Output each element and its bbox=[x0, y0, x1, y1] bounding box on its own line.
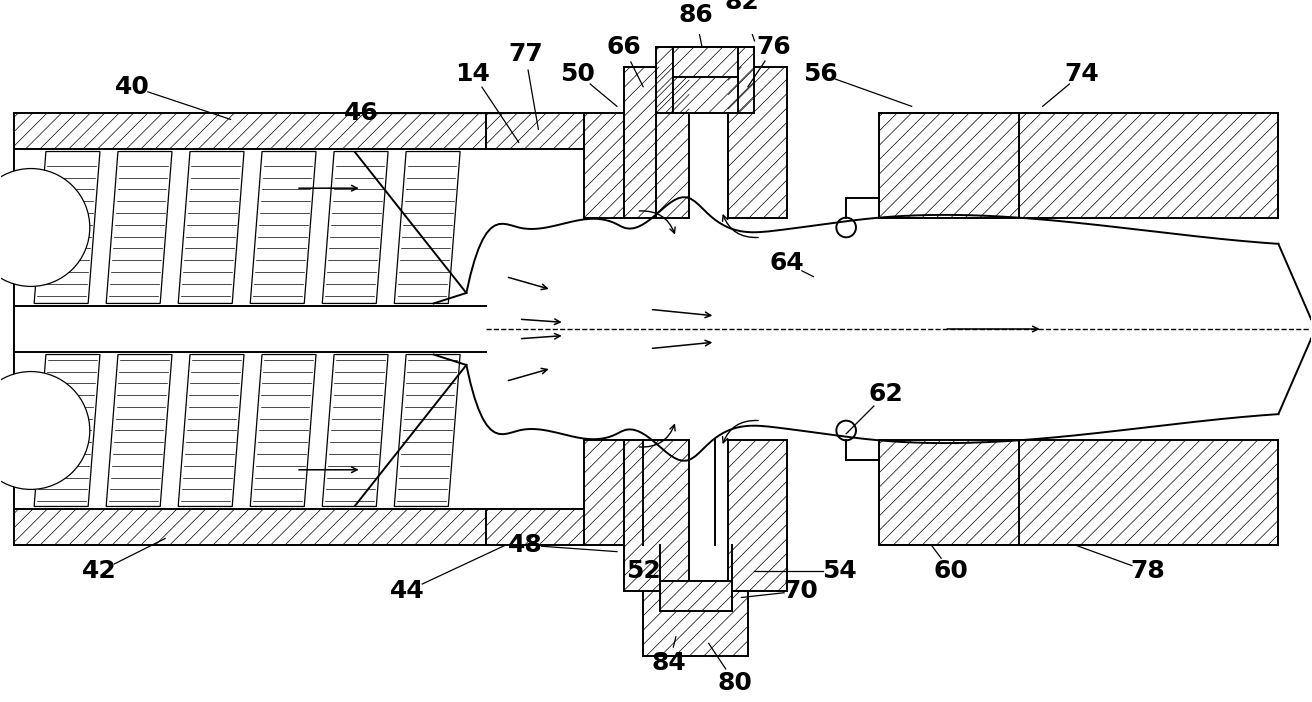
Text: 50: 50 bbox=[560, 62, 594, 86]
Text: 56: 56 bbox=[802, 62, 837, 86]
Bar bbox=[623, 440, 689, 591]
Circle shape bbox=[0, 168, 89, 286]
Text: 52: 52 bbox=[626, 559, 660, 583]
Text: 46: 46 bbox=[344, 101, 379, 125]
Text: 74: 74 bbox=[1064, 62, 1099, 86]
Text: 70: 70 bbox=[782, 579, 817, 603]
Polygon shape bbox=[251, 355, 316, 506]
Polygon shape bbox=[178, 152, 244, 303]
Polygon shape bbox=[178, 355, 244, 506]
Bar bbox=[656, 48, 754, 113]
Bar bbox=[643, 591, 748, 656]
Circle shape bbox=[0, 371, 89, 489]
Bar bbox=[485, 113, 584, 149]
Bar bbox=[672, 48, 737, 77]
Bar bbox=[879, 113, 1278, 218]
Text: 76: 76 bbox=[757, 35, 791, 60]
Text: 42: 42 bbox=[83, 559, 117, 583]
Bar bbox=[659, 581, 731, 611]
Text: 64: 64 bbox=[770, 251, 804, 275]
Text: 60: 60 bbox=[933, 559, 968, 583]
Polygon shape bbox=[394, 355, 461, 506]
Text: 78: 78 bbox=[1130, 559, 1164, 583]
Bar bbox=[623, 67, 689, 218]
Text: 82: 82 bbox=[724, 0, 758, 13]
Text: 44: 44 bbox=[390, 579, 425, 603]
Text: 66: 66 bbox=[606, 35, 640, 60]
Text: 62: 62 bbox=[867, 383, 903, 406]
Polygon shape bbox=[34, 355, 100, 506]
Text: 48: 48 bbox=[508, 533, 542, 557]
Text: 40: 40 bbox=[115, 74, 150, 99]
Polygon shape bbox=[106, 355, 172, 506]
Polygon shape bbox=[251, 152, 316, 303]
Text: 77: 77 bbox=[508, 42, 542, 66]
Polygon shape bbox=[323, 152, 388, 303]
Bar bbox=[879, 440, 1278, 545]
Text: 80: 80 bbox=[718, 670, 752, 694]
Polygon shape bbox=[34, 152, 100, 303]
Text: 86: 86 bbox=[678, 3, 712, 27]
Text: 14: 14 bbox=[455, 62, 491, 86]
Bar bbox=[728, 440, 787, 591]
Text: 84: 84 bbox=[652, 651, 686, 675]
Bar bbox=[584, 113, 623, 218]
Polygon shape bbox=[323, 355, 388, 506]
Bar bbox=[728, 67, 787, 218]
Bar bbox=[485, 509, 584, 545]
Bar bbox=[584, 440, 623, 545]
Polygon shape bbox=[106, 152, 172, 303]
Polygon shape bbox=[394, 152, 461, 303]
Text: 54: 54 bbox=[821, 559, 857, 583]
